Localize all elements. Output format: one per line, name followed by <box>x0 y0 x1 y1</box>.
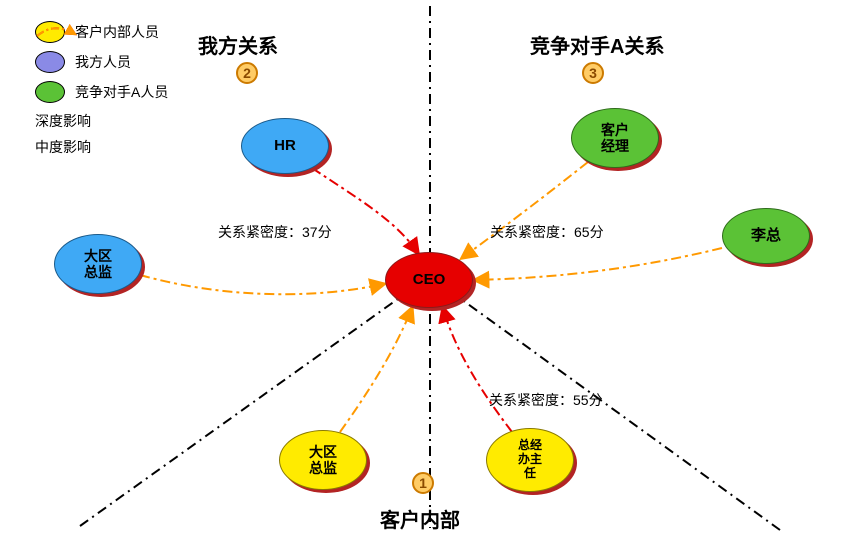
node-label: 总经办主任 <box>518 439 542 480</box>
legend-line-label: 深度影响 <box>35 111 91 131</box>
edge-li-zong-ceo <box>475 248 722 280</box>
score-label: 关系紧密度：65分 <box>490 222 604 242</box>
node-label: 大区总监 <box>309 444 337 476</box>
legend-swatch-row: 我方人员 <box>35 50 168 74</box>
node-label: 客户经理 <box>601 122 629 154</box>
legend-line-row: 中度影响 <box>35 136 168 158</box>
edge-kehu-mgr-ceo <box>462 162 588 258</box>
edge-zj-office-ceo <box>443 308 512 432</box>
section-badge-number: 2 <box>243 65 251 81</box>
edge-dq-yellow-ceo <box>340 308 412 432</box>
legend-line-row: 深度影响 <box>35 110 168 132</box>
divider-line <box>80 276 430 526</box>
node-dq-blue: 大区总监 <box>54 234 142 294</box>
node-label: 李总 <box>751 227 781 244</box>
legend-swatch-icon <box>35 51 65 73</box>
score-label: 关系紧密度：55分 <box>489 390 603 410</box>
section-badge-sec-comp: 3 <box>582 62 604 84</box>
node-ceo: CEO <box>385 252 473 308</box>
legend-line-icon <box>35 20 79 42</box>
section-title-sec-cust: 客户内部 <box>380 504 460 533</box>
section-badge-number: 3 <box>589 65 597 81</box>
legend-line-label: 中度影响 <box>35 137 91 157</box>
node-label: HR <box>274 137 296 154</box>
legend-swatch-label: 竞争对手A人员 <box>75 82 168 102</box>
legend-swatch-row: 竞争对手A人员 <box>35 80 168 104</box>
legend-swatch-icon <box>35 81 65 103</box>
legend: 客户内部人员我方人员竞争对手A人员 深度影响中度影响 <box>35 20 168 158</box>
section-badge-sec-our: 2 <box>236 62 258 84</box>
node-zj-office: 总经办主任 <box>486 428 574 492</box>
section-title-sec-comp: 竞争对手A关系 <box>530 30 664 59</box>
node-label: CEO <box>413 271 446 288</box>
node-dq-yellow: 大区总监 <box>279 430 367 490</box>
edge-dq-blue-ceo <box>140 275 384 294</box>
section-title-sec-our: 我方关系 <box>198 30 278 59</box>
legend-swatch-label: 我方人员 <box>75 52 131 72</box>
node-label: 大区总监 <box>84 248 112 280</box>
divider-line <box>432 278 780 530</box>
section-badge-number: 1 <box>419 475 427 491</box>
score-label: 关系紧密度：37分 <box>218 222 332 242</box>
legend-swatch-label: 客户内部人员 <box>75 22 159 42</box>
node-kehu-mgr: 客户经理 <box>571 108 659 168</box>
node-li-zong: 李总 <box>722 208 810 264</box>
node-hr: HR <box>241 118 329 174</box>
section-badge-sec-cust: 1 <box>412 472 434 494</box>
